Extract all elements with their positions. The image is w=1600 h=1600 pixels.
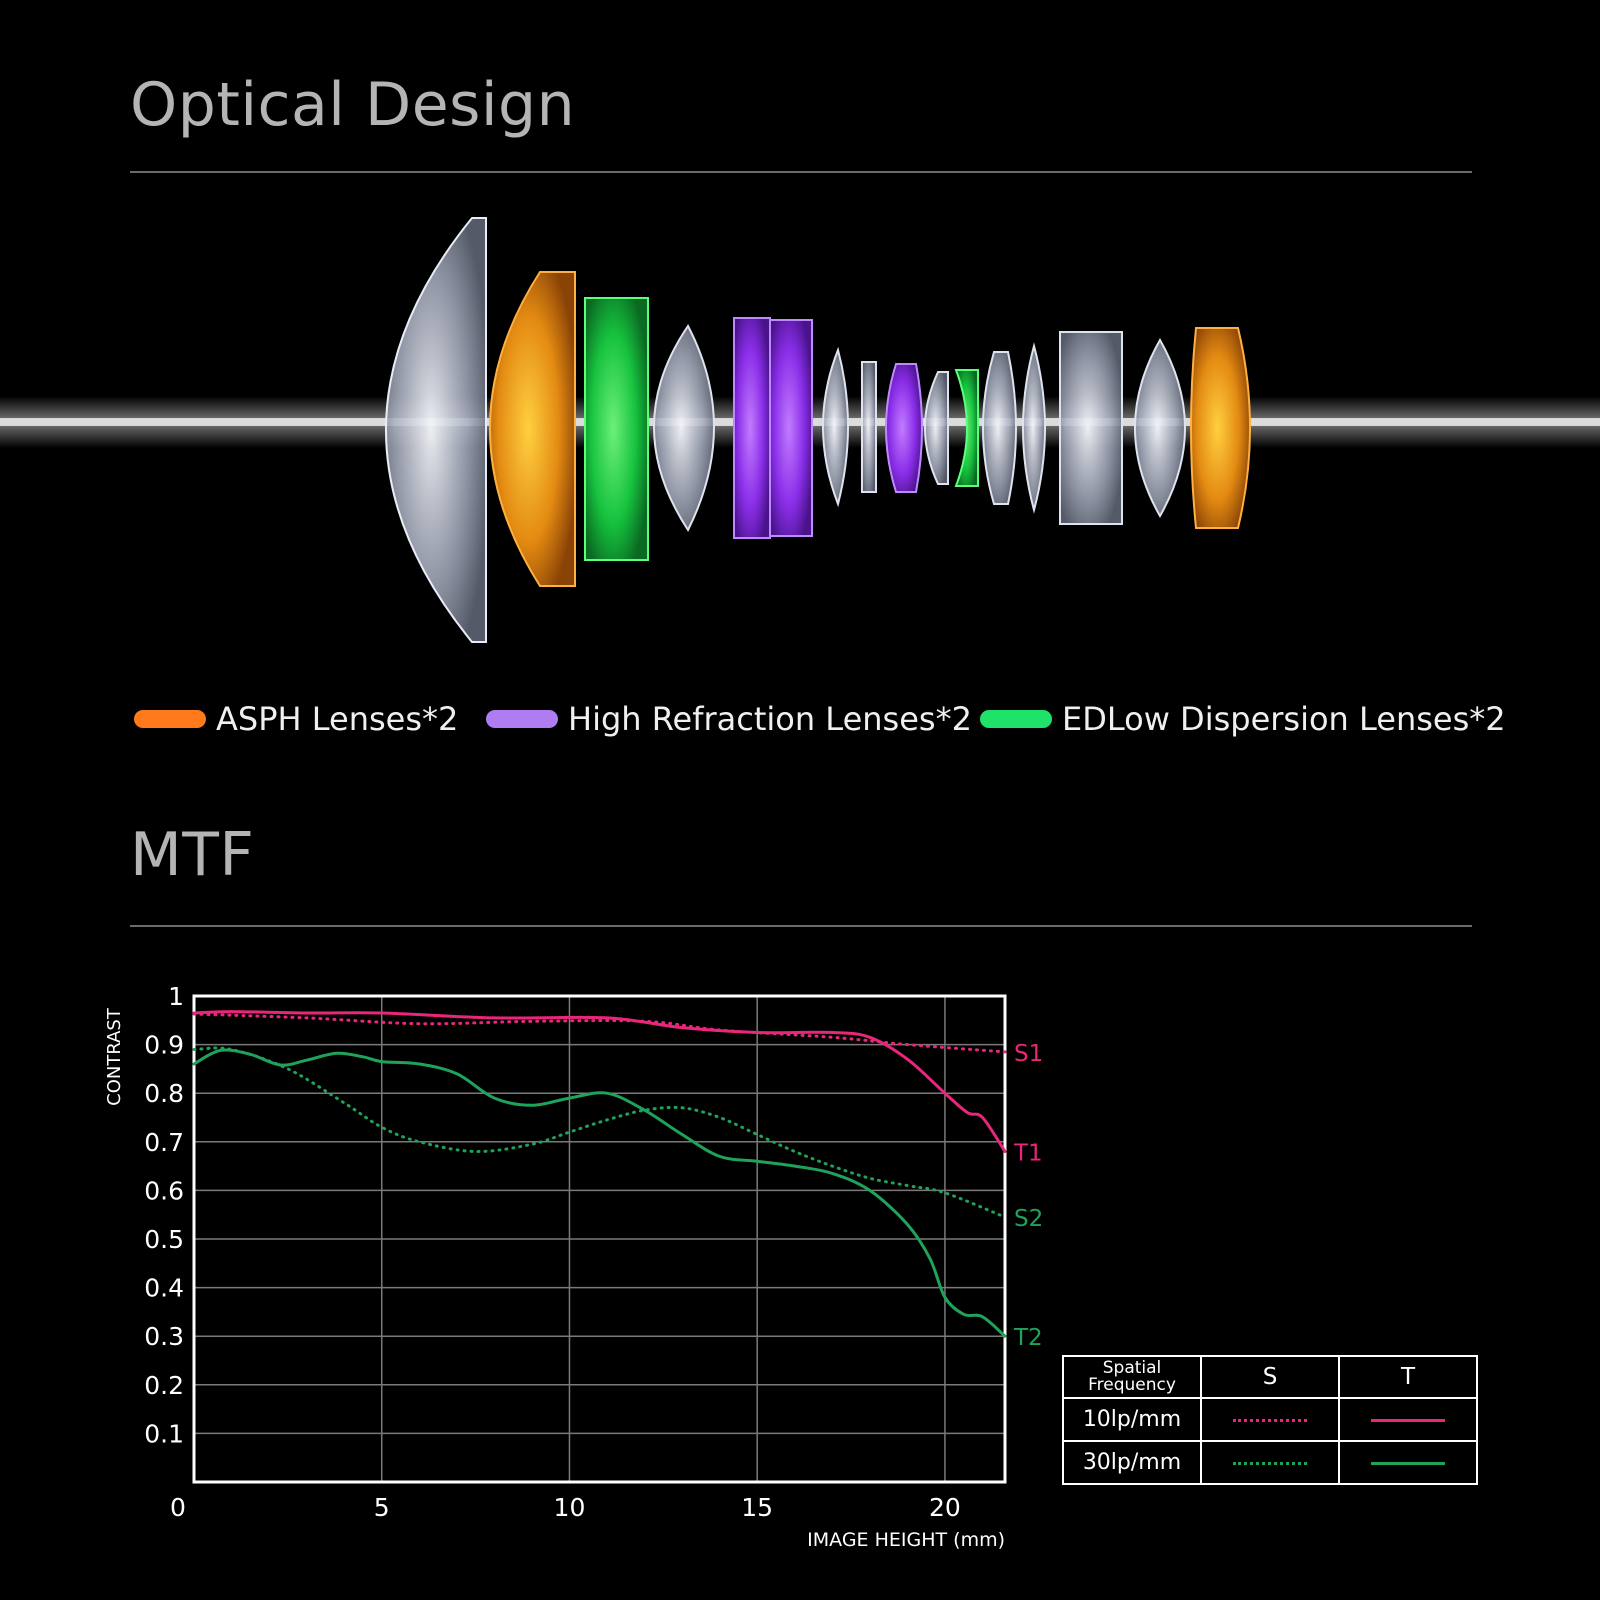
t-sample-cell [1338,1440,1478,1485]
x-tick-label: 5 [374,1493,390,1522]
lens-element [1022,342,1046,514]
s-sample-cell [1200,1440,1340,1485]
y-tick-label: 1 [168,982,184,1011]
mtf-divider [130,925,1472,927]
t2-line-sample [1371,1461,1445,1465]
header-t: T [1338,1355,1478,1399]
header-spatial-frequency: Spatial Frequency [1062,1355,1202,1399]
lens-element [1134,337,1186,519]
y-axis-title: CONTRAST [104,1007,125,1106]
series-s1-label: S1 [1014,1041,1043,1067]
series-t2-label: T2 [1013,1325,1043,1351]
y-tick-label: 0.4 [144,1274,184,1303]
plot-frame [192,994,1007,1484]
s-sample-cell [1200,1397,1340,1442]
lens-element [1190,327,1251,529]
lens-element [733,317,771,539]
mtf-title: MTF [130,820,255,890]
series-s1-line [192,1012,1007,1054]
lens-element [1059,331,1123,525]
legend-label: High Refraction Lenses*2 [568,700,972,738]
table-row: 30lp/mm [1062,1440,1478,1485]
lens-element [982,351,1017,505]
t1-line-sample [1371,1418,1445,1422]
s2-line-sample [1233,1461,1307,1465]
x-tick-label: 20 [929,1493,961,1522]
lens-element [584,297,649,561]
legend-swatch-purple [486,710,558,728]
y-tick-label: 0.7 [144,1128,184,1157]
y-tick-label: 0.6 [144,1176,184,1205]
lens-element [954,369,979,487]
x-axis-title: IMAGE HEIGHT (mm) [807,1529,1005,1551]
legend-swatch-green [980,710,1052,728]
legend-swatch-orange [134,710,206,728]
header-s: S [1200,1355,1340,1399]
lens-element [653,324,715,533]
y-tick-label: 0.5 [144,1225,184,1254]
lens-element [885,363,923,493]
legend-asph: ASPH Lenses*2 [134,700,458,738]
frequency-legend-table: Spatial Frequency S T 10lp/mm 30lp/mm [1062,1355,1478,1485]
x-tick-label: 10 [554,1493,586,1522]
lens-element [861,361,877,493]
legend-label: EDLow Dispersion Lenses*2 [1062,700,1506,738]
series-t2-line [192,1048,1007,1338]
s1-line-sample [1233,1418,1307,1422]
table-row: 10lp/mm [1062,1397,1478,1442]
y-tick-label: 0.1 [144,1419,184,1448]
lens-diagram [0,217,1600,643]
lens-element [822,346,849,508]
optical-design-title: Optical Design [130,70,576,140]
lens-element [385,217,487,643]
lens-element [769,319,813,537]
legend-high-refraction: High Refraction Lenses*2 [486,700,972,738]
lens-element [489,271,576,587]
y-tick-label: 0.2 [144,1371,184,1400]
series-s2-label: S2 [1014,1206,1043,1232]
y-tick-label: 0.8 [144,1079,184,1108]
x-tick-label: 15 [741,1493,773,1522]
legend-label: ASPH Lenses*2 [216,700,459,738]
series-t1-line [192,1010,1007,1153]
t-sample-cell [1338,1397,1478,1442]
optical-divider [130,171,1472,173]
x-tick-label: 0 [170,1493,186,1522]
legend-ed-low-dispersion: EDLow Dispersion Lenses*2 [980,700,1506,738]
series-s2-line [192,1046,1007,1219]
series-t1-label: T1 [1013,1141,1043,1167]
y-tick-label: 0.3 [144,1322,184,1351]
frequency-cell: 10lp/mm [1062,1397,1202,1442]
frequency-cell: 30lp/mm [1062,1440,1202,1485]
lens-element [924,371,949,485]
y-tick-label: 0.9 [144,1031,184,1060]
